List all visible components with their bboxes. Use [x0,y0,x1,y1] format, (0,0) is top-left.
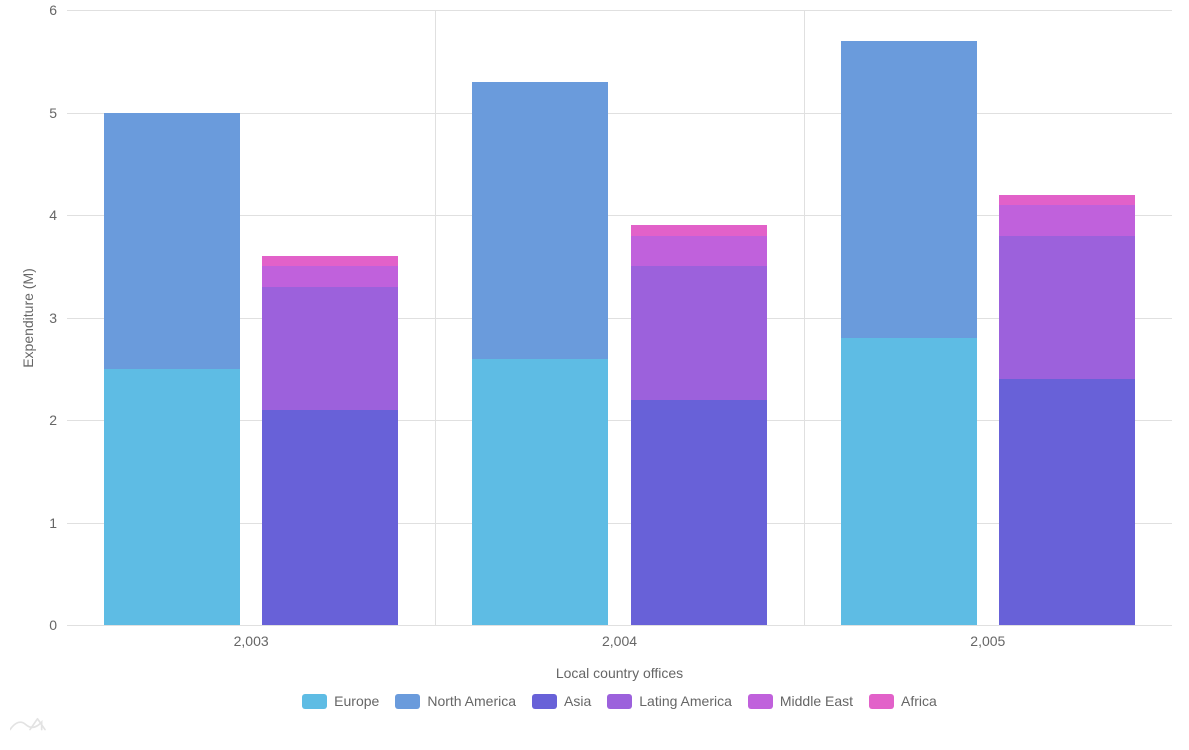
bar-segment[interactable] [999,379,1135,625]
bar-segment[interactable] [104,369,240,625]
x-tick-label: 2,003 [234,633,269,649]
bar-segment[interactable] [631,400,767,626]
bar-segment[interactable] [841,41,977,338]
bar-segment[interactable] [104,113,240,369]
y-tick-label: 1 [49,515,57,531]
gridline-v [435,10,436,625]
gridline-h [67,10,1172,11]
bar-segment[interactable] [999,205,1135,236]
chart-container: 01234562,0032,0042,005 Expenditure (M) L… [0,0,1189,750]
bar-segment[interactable] [999,195,1135,205]
y-tick-label: 3 [49,310,57,326]
bar-segment[interactable] [262,256,398,266]
legend-label: Lating America [639,693,732,709]
x-tick-label: 2,004 [602,633,637,649]
y-tick-label: 0 [49,617,57,633]
legend-label: Europe [334,693,379,709]
legend-item[interactable]: North America [395,693,516,709]
y-tick-label: 5 [49,105,57,121]
x-tick-label: 2,005 [970,633,1005,649]
legend-swatch [302,694,327,709]
legend-swatch [748,694,773,709]
legend-item[interactable]: Middle East [748,693,853,709]
y-axis-title: Expenditure (M) [20,268,36,368]
bar-segment[interactable] [262,287,398,410]
legend-swatch [395,694,420,709]
legend-label: Middle East [780,693,853,709]
legend-swatch [869,694,894,709]
legend: Europe North America Asia Lating America Mid… [67,693,1172,709]
bar-segment[interactable] [631,225,767,235]
y-tick-label: 4 [49,207,57,223]
bar-segment[interactable] [631,266,767,399]
bar-segment[interactable] [262,410,398,625]
y-tick-label: 6 [49,2,57,18]
bar-segment[interactable] [262,266,398,287]
plot-area: 01234562,0032,0042,005 [67,10,1172,625]
legend-item[interactable]: Lating America [607,693,732,709]
legend-item[interactable]: Europe [302,693,379,709]
legend-label: Africa [901,693,937,709]
bar-segment[interactable] [631,236,767,267]
bar-segment[interactable] [472,359,608,626]
legend-swatch [607,694,632,709]
gridline-h [67,625,1172,626]
bar-segment[interactable] [999,236,1135,380]
legend-label: North America [427,693,516,709]
y-tick-label: 2 [49,412,57,428]
amcharts-logo-icon [10,715,65,740]
bar-segment[interactable] [472,82,608,359]
legend-item[interactable]: Africa [869,693,937,709]
legend-swatch [532,694,557,709]
x-axis-title: Local country offices [556,665,683,681]
bar-segment[interactable] [841,338,977,625]
legend-label: Asia [564,693,591,709]
legend-item[interactable]: Asia [532,693,591,709]
gridline-v [804,10,805,625]
